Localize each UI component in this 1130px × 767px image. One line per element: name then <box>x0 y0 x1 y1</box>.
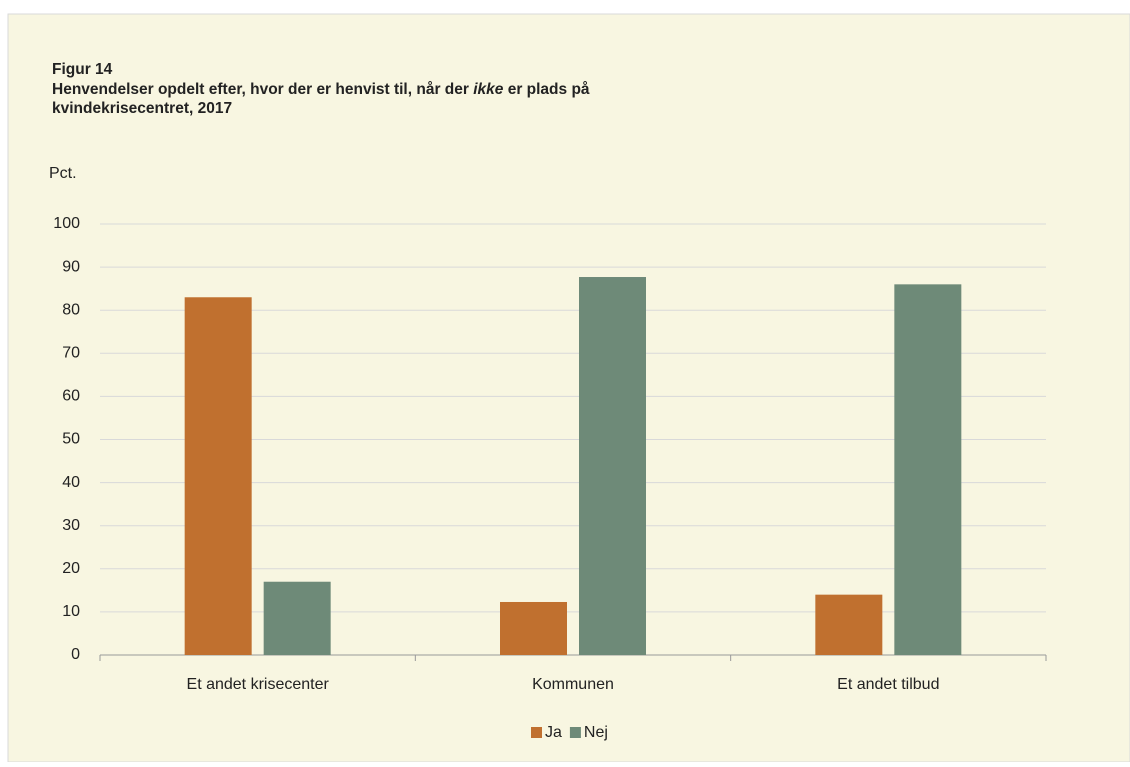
x-tick-label: Et andet krisecenter <box>187 676 330 693</box>
background <box>7 13 1130 763</box>
legend-label: Ja <box>545 724 562 741</box>
y-tick-label: 70 <box>62 345 80 362</box>
y-tick-label: 50 <box>62 431 80 448</box>
y-axis-label: Pct. <box>49 165 77 182</box>
bar <box>579 277 646 655</box>
y-tick-label: 100 <box>53 215 80 232</box>
y-tick-label: 60 <box>62 388 80 405</box>
y-tick-label: 20 <box>62 560 80 577</box>
legend-swatch <box>569 727 581 738</box>
legend-label: Nej <box>584 724 608 741</box>
y-tick-label: 0 <box>71 646 80 663</box>
y-tick-label: 90 <box>62 258 80 275</box>
bar <box>184 297 252 655</box>
legend-swatch <box>531 727 542 738</box>
bar <box>815 594 883 655</box>
y-tick-label: 80 <box>62 301 80 318</box>
bar <box>500 601 567 655</box>
y-tick-label: 40 <box>62 474 80 491</box>
figure-label: Figur 14 <box>52 61 113 78</box>
y-tick-label: 30 <box>62 517 80 534</box>
bar <box>263 581 331 655</box>
chart-title: Henvendelser opdelt efter, hvor der er h… <box>52 81 590 98</box>
y-tick-label: 10 <box>62 603 80 620</box>
bar <box>894 284 962 655</box>
chart-title: kvindekrisecentret, 2017 <box>52 100 232 117</box>
x-tick-label: Et andet tilbud <box>837 676 939 693</box>
x-tick-label: Kommunen <box>532 676 614 693</box>
